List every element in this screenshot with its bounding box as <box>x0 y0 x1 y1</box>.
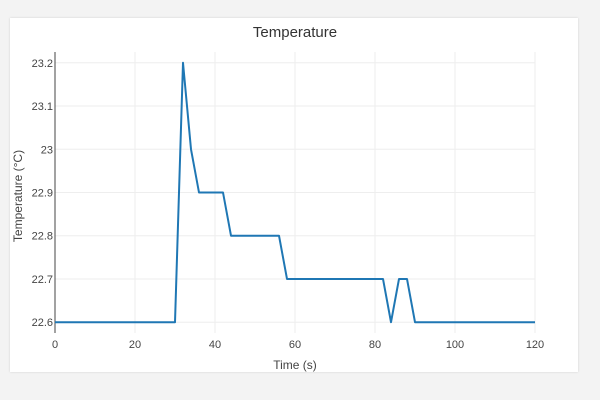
x-tick-label: 40 <box>209 339 221 351</box>
y-tick-label: 23.2 <box>32 58 53 70</box>
x-tick-label: 80 <box>369 339 381 351</box>
x-tick-label: 120 <box>526 339 544 351</box>
series-layer <box>55 61 535 324</box>
y-tick-label: 22.8 <box>32 231 53 243</box>
x-axis-label: Time (s) <box>273 358 317 372</box>
grid-layer <box>55 52 536 333</box>
series-line <box>55 61 535 324</box>
y-tick-label: 22.9 <box>32 188 53 200</box>
y-tick-label: 22.7 <box>32 274 53 286</box>
x-tick-label: 0 <box>52 339 58 351</box>
y-axis-label: Temperature (°C) <box>11 150 25 242</box>
y-tick-label: 22.6 <box>32 317 53 329</box>
x-tick-label: 20 <box>129 339 141 351</box>
chart-card <box>10 18 578 372</box>
y-tick-label: 23 <box>41 144 53 156</box>
ticks-layer: 0 20 40 60 80 100 120 22.6 22.7 22.8 22.9 23 23.1 23.… <box>32 58 545 351</box>
x-tick-label: 100 <box>446 339 464 351</box>
chart-title: Temperature <box>253 24 337 41</box>
y-tick-label: 23.1 <box>32 101 53 113</box>
x-tick-label: 60 <box>289 339 301 351</box>
